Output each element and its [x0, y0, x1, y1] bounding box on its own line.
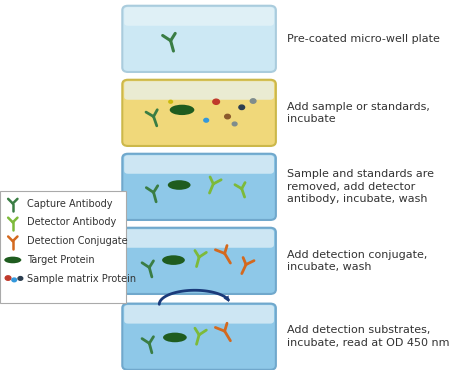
- Text: Add detection conjugate,
incubate, wash: Add detection conjugate, incubate, wash: [287, 250, 427, 272]
- FancyBboxPatch shape: [122, 6, 276, 72]
- Circle shape: [169, 100, 173, 103]
- Circle shape: [18, 276, 23, 280]
- Ellipse shape: [163, 333, 187, 342]
- Ellipse shape: [4, 257, 21, 263]
- FancyBboxPatch shape: [124, 305, 274, 324]
- Ellipse shape: [162, 255, 185, 265]
- Text: Add sample or standards,
incubate: Add sample or standards, incubate: [287, 102, 429, 124]
- Text: Detection Conjugate: Detection Conjugate: [27, 236, 128, 246]
- Text: Pre-coated micro-well plate: Pre-coated micro-well plate: [287, 34, 440, 44]
- FancyBboxPatch shape: [122, 228, 276, 294]
- Ellipse shape: [170, 105, 194, 115]
- Text: Sample and standards are
removed, add detector
antibody, incubate, wash: Sample and standards are removed, add de…: [287, 169, 434, 204]
- FancyBboxPatch shape: [124, 229, 274, 248]
- FancyBboxPatch shape: [124, 155, 274, 174]
- FancyBboxPatch shape: [122, 80, 276, 146]
- Text: Capture Antibody: Capture Antibody: [27, 198, 112, 209]
- Text: Sample matrix Protein: Sample matrix Protein: [27, 274, 136, 284]
- FancyBboxPatch shape: [122, 154, 276, 220]
- Circle shape: [213, 99, 219, 104]
- Circle shape: [204, 118, 209, 122]
- Ellipse shape: [168, 180, 191, 190]
- FancyBboxPatch shape: [124, 81, 274, 100]
- Circle shape: [250, 99, 256, 103]
- Circle shape: [12, 278, 17, 282]
- Text: Detector Antibody: Detector Antibody: [27, 217, 116, 227]
- Circle shape: [5, 276, 11, 280]
- FancyBboxPatch shape: [122, 303, 276, 370]
- Circle shape: [225, 114, 230, 119]
- Text: Target Protein: Target Protein: [27, 255, 95, 265]
- Text: Add detection substrates,
incubate, read at OD 450 nm: Add detection substrates, incubate, read…: [287, 326, 449, 348]
- Circle shape: [239, 105, 245, 110]
- FancyBboxPatch shape: [124, 7, 274, 26]
- Circle shape: [232, 122, 237, 126]
- FancyBboxPatch shape: [0, 191, 126, 303]
